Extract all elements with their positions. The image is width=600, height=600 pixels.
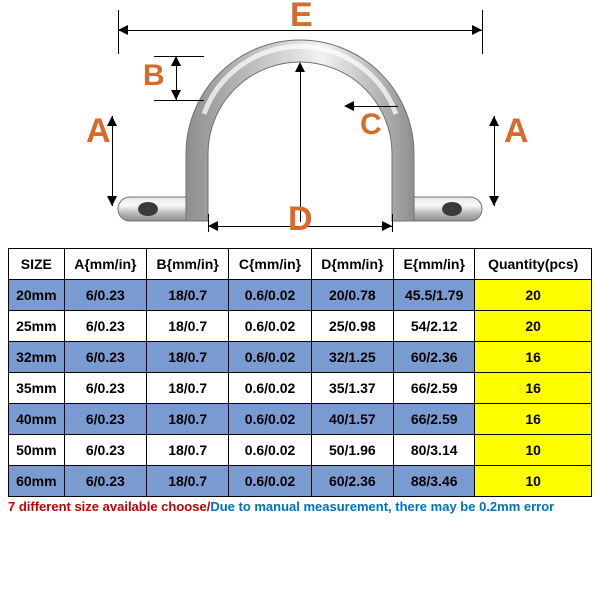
table-cell: 0.6/0.02 xyxy=(229,342,311,373)
table-cell: 32mm xyxy=(9,342,65,373)
dim-label-a-right: A xyxy=(504,112,529,151)
table-cell: 0.6/0.02 xyxy=(229,280,311,311)
table-cell: 20 xyxy=(475,311,592,342)
table-cell: 88/3.46 xyxy=(393,466,474,497)
table-row: 50mm6/0.2318/0.70.6/0.0250/1.9680/3.1410 xyxy=(9,435,592,466)
spec-table: SIZE A{mm/in} B{mm/in} C{mm/in} D{mm/in}… xyxy=(8,248,592,497)
col-size: SIZE xyxy=(9,249,65,280)
table-cell: 35/1.37 xyxy=(311,373,393,404)
table-cell: 10 xyxy=(475,466,592,497)
table-row: 60mm6/0.2318/0.70.6/0.0260/2.3688/3.4610 xyxy=(9,466,592,497)
table-cell: 0.6/0.02 xyxy=(229,404,311,435)
table-cell: 6/0.23 xyxy=(64,280,146,311)
footnote-part-b: Due to manual measurement, there may be … xyxy=(210,499,554,514)
table-cell: 16 xyxy=(475,404,592,435)
table-cell: 50/1.96 xyxy=(311,435,393,466)
table-cell: 18/0.7 xyxy=(147,404,229,435)
table-cell: 40mm xyxy=(9,404,65,435)
table-cell: 80/3.14 xyxy=(393,435,474,466)
table-cell: 0.6/0.02 xyxy=(229,373,311,404)
table-cell: 0.6/0.02 xyxy=(229,435,311,466)
footnote: 7 different size available choose/Due to… xyxy=(8,499,592,514)
table-cell: 35mm xyxy=(9,373,65,404)
table-cell: 6/0.23 xyxy=(64,373,146,404)
col-b: B{mm/in} xyxy=(147,249,229,280)
table-row: 40mm6/0.2318/0.70.6/0.0240/1.5766/2.5916 xyxy=(9,404,592,435)
dim-label-e: E xyxy=(290,0,313,35)
table-cell: 32/1.25 xyxy=(311,342,393,373)
table-cell: 20mm xyxy=(9,280,65,311)
table-cell: 0.6/0.02 xyxy=(229,466,311,497)
col-e: E{mm/in} xyxy=(393,249,474,280)
footnote-part-a: 7 different size available choose/ xyxy=(8,499,210,514)
table-cell: 18/0.7 xyxy=(147,280,229,311)
table-row: 32mm6/0.2318/0.70.6/0.0232/1.2560/2.3616 xyxy=(9,342,592,373)
table-cell: 20 xyxy=(475,280,592,311)
table-cell: 25mm xyxy=(9,311,65,342)
dim-label-b: B xyxy=(143,59,165,93)
table-cell: 0.6/0.02 xyxy=(229,311,311,342)
table-cell: 40/1.57 xyxy=(311,404,393,435)
table-cell: 10 xyxy=(475,435,592,466)
table-cell: 45.5/1.79 xyxy=(393,280,474,311)
table-cell: 18/0.7 xyxy=(147,311,229,342)
table-row: 20mm6/0.2318/0.70.6/0.0220/0.7845.5/1.79… xyxy=(9,280,592,311)
table-cell: 20/0.78 xyxy=(311,280,393,311)
table-cell: 66/2.59 xyxy=(393,404,474,435)
dim-label-a-left: A xyxy=(86,112,111,151)
table-cell: 66/2.59 xyxy=(393,373,474,404)
table-cell: 18/0.7 xyxy=(147,342,229,373)
table-header-row: SIZE A{mm/in} B{mm/in} C{mm/in} D{mm/in}… xyxy=(9,249,592,280)
table-cell: 18/0.7 xyxy=(147,435,229,466)
dim-label-c: C xyxy=(360,108,382,142)
table-cell: 60/2.36 xyxy=(311,466,393,497)
table-cell: 6/0.23 xyxy=(64,342,146,373)
col-a: A{mm/in} xyxy=(64,249,146,280)
table-row: 25mm6/0.2318/0.70.6/0.0225/0.9854/2.1220 xyxy=(9,311,592,342)
table-cell: 60mm xyxy=(9,466,65,497)
table-cell: 50mm xyxy=(9,435,65,466)
table-cell: 16 xyxy=(475,373,592,404)
col-qty: Quantity(pcs) xyxy=(475,249,592,280)
table-cell: 6/0.23 xyxy=(64,435,146,466)
table-cell: 54/2.12 xyxy=(393,311,474,342)
col-d: D{mm/in} xyxy=(311,249,393,280)
col-c: C{mm/in} xyxy=(229,249,311,280)
table-cell: 25/0.98 xyxy=(311,311,393,342)
dim-label-d: D xyxy=(288,200,313,239)
table-cell: 6/0.23 xyxy=(64,311,146,342)
table-cell: 6/0.23 xyxy=(64,404,146,435)
table-cell: 18/0.7 xyxy=(147,373,229,404)
table-cell: 6/0.23 xyxy=(64,466,146,497)
table-cell: 16 xyxy=(475,342,592,373)
table-cell: 18/0.7 xyxy=(147,466,229,497)
table-cell: 60/2.36 xyxy=(393,342,474,373)
table-row: 35mm6/0.2318/0.70.6/0.0235/1.3766/2.5916 xyxy=(9,373,592,404)
dimension-diagram: E B A A C D xyxy=(8,4,592,244)
